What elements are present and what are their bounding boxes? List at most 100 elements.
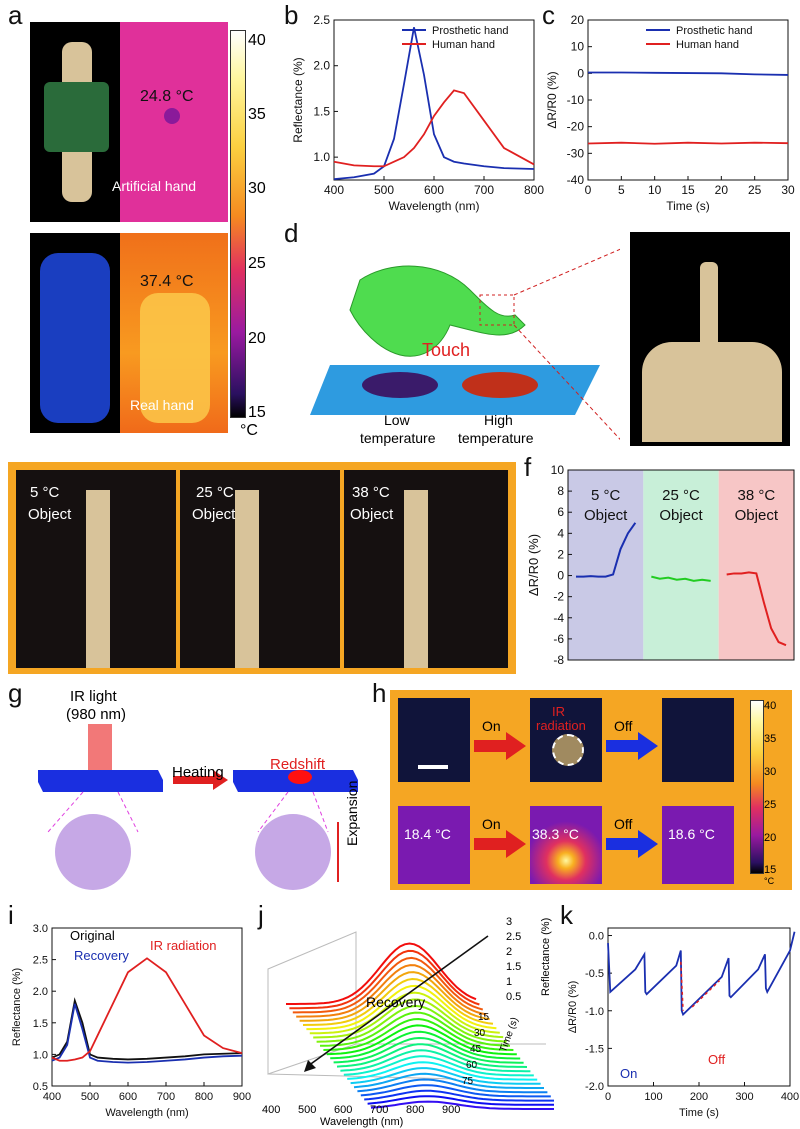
x-tick-label: 25 xyxy=(748,183,762,197)
y-tick-label: 4 xyxy=(557,526,564,540)
spectrum-ribbon xyxy=(299,971,490,1022)
y-tick-label: 10 xyxy=(571,40,585,54)
thermal-after xyxy=(662,806,734,884)
high-temp-disk xyxy=(462,372,538,398)
j-ylabel: Reflectance (%) xyxy=(540,917,552,996)
x-tick-label: 600 xyxy=(119,1091,137,1103)
redshift-spot xyxy=(288,770,312,784)
j-ytick: 1 xyxy=(506,976,513,988)
j-ztick: 75 xyxy=(462,1076,474,1087)
photo-5c xyxy=(16,470,176,668)
panel-label-b: b xyxy=(284,0,299,30)
spectrum-ribbon xyxy=(336,1043,528,1068)
x-tick-label: 900 xyxy=(233,1091,251,1103)
y-axis-label: Reflectance (%) xyxy=(291,57,305,142)
ir-radiation-label: IR xyxy=(552,704,565,719)
heating-arrow xyxy=(173,770,228,790)
on-arrow xyxy=(680,961,684,1011)
spectrum-ribbon xyxy=(289,949,480,1010)
spectrum-ribbon xyxy=(309,991,500,1035)
panel-label-j: j xyxy=(258,900,264,930)
spectrum-ribbon xyxy=(347,1061,538,1081)
spectrum-ribbon xyxy=(296,964,487,1018)
thermal-during xyxy=(530,806,602,884)
j-xtick: 400 xyxy=(262,1104,281,1116)
x-tick-label: 800 xyxy=(524,183,544,197)
j-xtick: 600 xyxy=(334,1104,353,1116)
plot-frame xyxy=(567,469,795,661)
spectrum-ribbon xyxy=(370,1100,554,1110)
y-tick-label: 0 xyxy=(577,66,584,80)
plot-frame xyxy=(607,927,791,1087)
h-arrows-right xyxy=(606,732,658,858)
j-ytick: 3 xyxy=(506,916,513,928)
condition-region xyxy=(718,470,794,660)
j-ytick: 1.5 xyxy=(506,961,522,973)
y-tick-label: 0 xyxy=(557,569,564,583)
off-arrow xyxy=(606,830,658,858)
series-line xyxy=(576,522,637,578)
spectrum-ribbon xyxy=(316,1004,507,1043)
chart-c: 0 5 10 15 20 25 30 20 10 0 -10 -20 -30 -40 Time (s) ΔR/… xyxy=(545,13,795,213)
condition-region xyxy=(568,470,644,660)
high-label: High xyxy=(484,412,513,428)
panel-label-d: d xyxy=(284,218,299,248)
off-arrow xyxy=(606,732,658,760)
spectrum-ribbon xyxy=(353,1072,544,1089)
panel-a-colorbar xyxy=(230,30,246,418)
y-tick-label: 2.5 xyxy=(313,13,330,27)
artificial-hand-temp: 24.8 °C xyxy=(140,88,194,105)
low-temp-disk xyxy=(362,372,438,398)
photo-25c xyxy=(180,470,340,668)
panel-label-h: h xyxy=(372,678,387,708)
photo-object: Object xyxy=(350,506,394,523)
region-object-label: Object xyxy=(735,507,779,524)
series-line xyxy=(651,575,711,582)
series-line xyxy=(51,997,243,1061)
ir-radiation-label: IR radiation xyxy=(150,938,217,953)
panel-label-a: a xyxy=(8,0,23,30)
spectrum-ribbon xyxy=(306,984,497,1031)
x-tick-label: 500 xyxy=(81,1091,99,1103)
j-recovery-arrowhead xyxy=(304,1060,316,1072)
region-object-label: Object xyxy=(584,507,628,524)
y-axis-label: Reflectance (%) xyxy=(11,968,23,1046)
thermal-temp: 18.4 °C xyxy=(404,826,451,842)
ir-photo-during xyxy=(530,698,602,782)
x-tick-label: 500 xyxy=(374,183,394,197)
y-tick-label: -20 xyxy=(567,120,585,134)
zoom-box xyxy=(479,294,515,326)
j-xtick: 500 xyxy=(298,1104,317,1116)
off-label: Off xyxy=(614,718,633,734)
robot-finger-3d xyxy=(349,265,526,357)
zoom-line xyxy=(513,324,620,440)
photo-temp: 25 °C xyxy=(196,484,234,501)
colorbar-tick: 15 xyxy=(248,404,266,421)
spectrum-ribbon xyxy=(313,998,504,1039)
colorbar-tick: 25 xyxy=(248,255,266,272)
molecular-inset-left xyxy=(55,814,131,890)
colorbar-tick: 20 xyxy=(764,832,777,844)
low-label-2: temperature xyxy=(360,430,436,446)
x-tick-label: 700 xyxy=(474,183,494,197)
j-ytick: 2 xyxy=(506,946,513,958)
thermal-temp: 18.6 °C xyxy=(668,826,715,842)
colorbar-tick: 15 xyxy=(764,864,777,876)
j-xlabel: Wavelength (nm) xyxy=(320,1116,404,1128)
colorbar-unit: °C xyxy=(240,422,258,439)
off-label: Off xyxy=(614,816,633,832)
photo-38c xyxy=(344,470,508,668)
x-tick-label: 15 xyxy=(681,183,695,197)
y-tick-label: 8 xyxy=(557,484,564,498)
artificial-hand-photo xyxy=(30,22,120,222)
ir-radiation-label-2: radiation xyxy=(536,718,586,733)
molecular-inset-right xyxy=(255,814,331,890)
y-tick-label: -2.0 xyxy=(585,1081,604,1093)
x-tick-label: 800 xyxy=(195,1091,213,1103)
redshift-label: Redshift xyxy=(270,756,326,773)
x-tick-label: 600 xyxy=(424,183,444,197)
h-arrows-left xyxy=(474,732,526,858)
colorbar-tick: 30 xyxy=(764,766,777,778)
spectrum-ribbon xyxy=(326,1024,517,1056)
chart-i: 400 500 600 700 800 900 0.5 1.0 1.5 2.0 2.5 3.0 Wave… xyxy=(11,923,251,1119)
